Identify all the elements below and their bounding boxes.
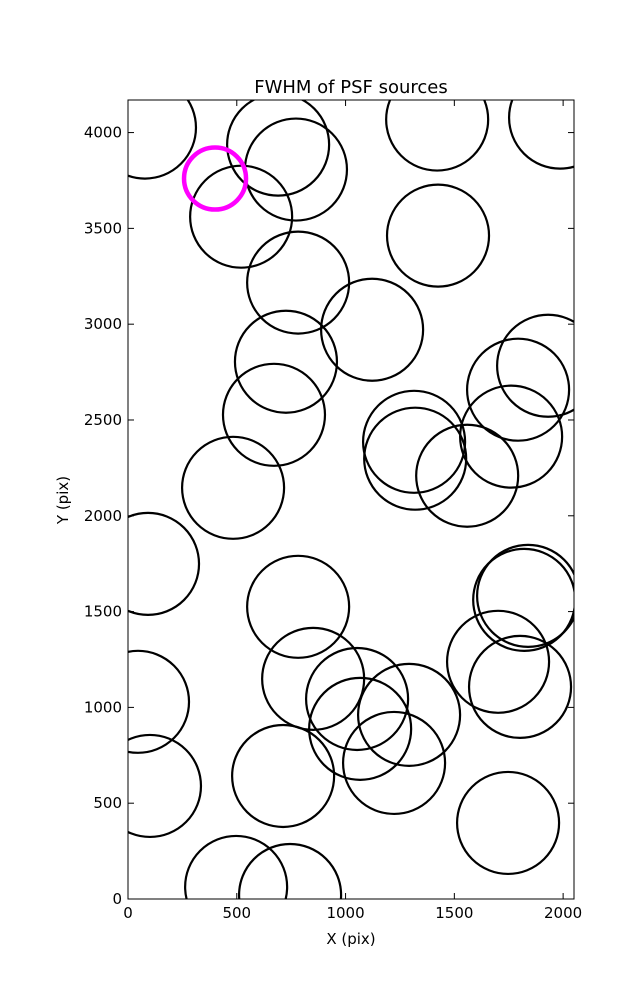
psf-circle: [128, 511, 201, 616]
psf-circle: [341, 710, 447, 816]
y-tick-label: 1500: [84, 603, 122, 621]
psf-circle: [361, 389, 467, 494]
psf-circle: [385, 100, 490, 172]
psf-circle: [128, 649, 191, 754]
x-tick-label: 2000: [544, 904, 582, 922]
psf-circle: [233, 309, 339, 414]
chart-title: FWHM of PSF sources: [254, 77, 448, 98]
psf-circle: [184, 834, 289, 899]
y-tick-label: 1000: [84, 698, 122, 716]
y-tick-label: 3500: [84, 219, 122, 237]
y-axis-label: Y (pix): [54, 476, 72, 525]
psf-circle: [385, 183, 491, 288]
psf-circle: [455, 770, 561, 876]
x-axis-label: X (pix): [326, 930, 375, 948]
psf-circle: [128, 100, 198, 180]
psf-circle: [181, 145, 249, 212]
x-tick-label: 1500: [435, 904, 473, 922]
psf-circle: [507, 100, 574, 170]
psf-circle: [465, 337, 571, 442]
y-tick-label: 2000: [84, 507, 122, 525]
psf-circle: [476, 543, 574, 648]
y-tick-label: 2500: [84, 411, 122, 429]
psf-circle: [128, 733, 203, 839]
psf-circle: [415, 423, 520, 528]
psf-circle: [363, 406, 468, 511]
psf-circle: [246, 554, 351, 659]
psf-circle: [180, 435, 286, 540]
x-tick-label: 1000: [326, 904, 364, 922]
y-tick-label: 4000: [84, 124, 122, 142]
y-tick-label: 500: [93, 794, 122, 812]
plot-area: [128, 100, 574, 899]
psf-circle: [356, 662, 462, 767]
psf-circle: [445, 609, 551, 714]
psf-circle: [472, 547, 574, 652]
x-tick-label: 0: [123, 904, 133, 922]
psf-circle: [221, 362, 327, 467]
psf-circle: [496, 313, 574, 418]
psf-circle: [226, 100, 331, 197]
plot-frame: [127, 99, 575, 900]
psf-circle: [308, 676, 413, 781]
psf-circle: [320, 277, 425, 382]
psf-circle: [231, 723, 336, 829]
psf-circle: [237, 842, 343, 899]
x-tick-label: 500: [222, 904, 251, 922]
y-tick-label: 0: [112, 890, 122, 908]
psf-circle: [304, 646, 410, 752]
y-tick-label: 3000: [84, 315, 122, 333]
psf-circle: [246, 230, 351, 335]
psf-circle: [467, 634, 573, 739]
